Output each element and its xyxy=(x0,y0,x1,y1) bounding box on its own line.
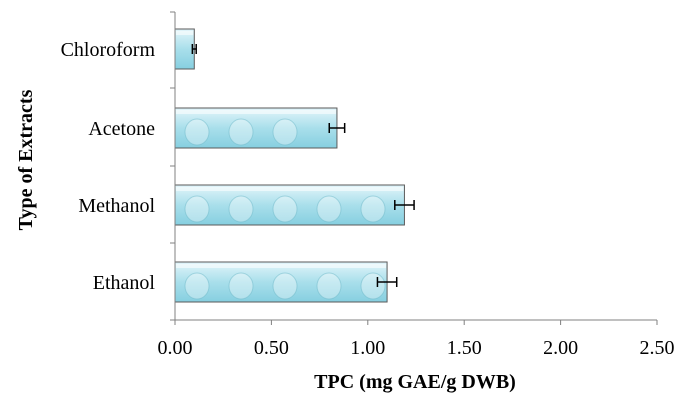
y-axis-title: Type of Extracts xyxy=(15,89,37,230)
bar-texture-bubble xyxy=(272,272,298,300)
bar-texture-bubble xyxy=(316,272,342,300)
bar-texture-bubble xyxy=(184,195,210,223)
bar-texture-bubble xyxy=(316,195,342,223)
bar-texture-bubble xyxy=(272,118,298,146)
bar xyxy=(174,107,338,149)
y-tick-label: Chloroform xyxy=(61,39,156,61)
bar-group-chloroform xyxy=(174,28,197,70)
y-tick-label: Methanol xyxy=(78,195,155,217)
bar xyxy=(174,184,405,226)
x-tick-label: 2.50 xyxy=(640,337,675,359)
y-tick-label: Acetone xyxy=(88,118,155,140)
labels-layer: Chloroform Acetone Methanol Ethanol 0.00 0.50… xyxy=(61,39,675,359)
bar-group-methanol xyxy=(174,184,415,226)
x-tick-label: 2.00 xyxy=(543,337,578,359)
bar-texture-bubble xyxy=(360,195,386,223)
bar-texture-bubble xyxy=(228,118,254,146)
x-tick-label: 0.00 xyxy=(158,337,193,359)
bar-texture-bubble xyxy=(228,272,254,300)
y-tick-label: Ethanol xyxy=(93,272,156,294)
bar-texture-bubble xyxy=(228,195,254,223)
axes-layer xyxy=(170,11,658,325)
bar-group-ethanol xyxy=(174,261,398,303)
bar-texture-bubble xyxy=(272,195,298,223)
bar-highlight xyxy=(176,187,404,191)
bar-highlight xyxy=(176,31,194,35)
bar-texture-bubble xyxy=(184,272,210,300)
x-axis-title: TPC (mg GAE/g DWB) xyxy=(314,371,516,393)
bars-layer xyxy=(174,28,415,303)
x-tick-label: 1.50 xyxy=(447,337,482,359)
bar-texture-bubble xyxy=(184,118,210,146)
bar-group-acetone xyxy=(174,107,346,149)
bar-texture-bubble xyxy=(360,272,386,300)
bar xyxy=(174,261,388,303)
bar-highlight xyxy=(176,110,336,114)
bar-highlight xyxy=(176,264,387,268)
x-tick-label: 0.50 xyxy=(254,337,289,359)
x-tick-label: 1.00 xyxy=(350,337,385,359)
